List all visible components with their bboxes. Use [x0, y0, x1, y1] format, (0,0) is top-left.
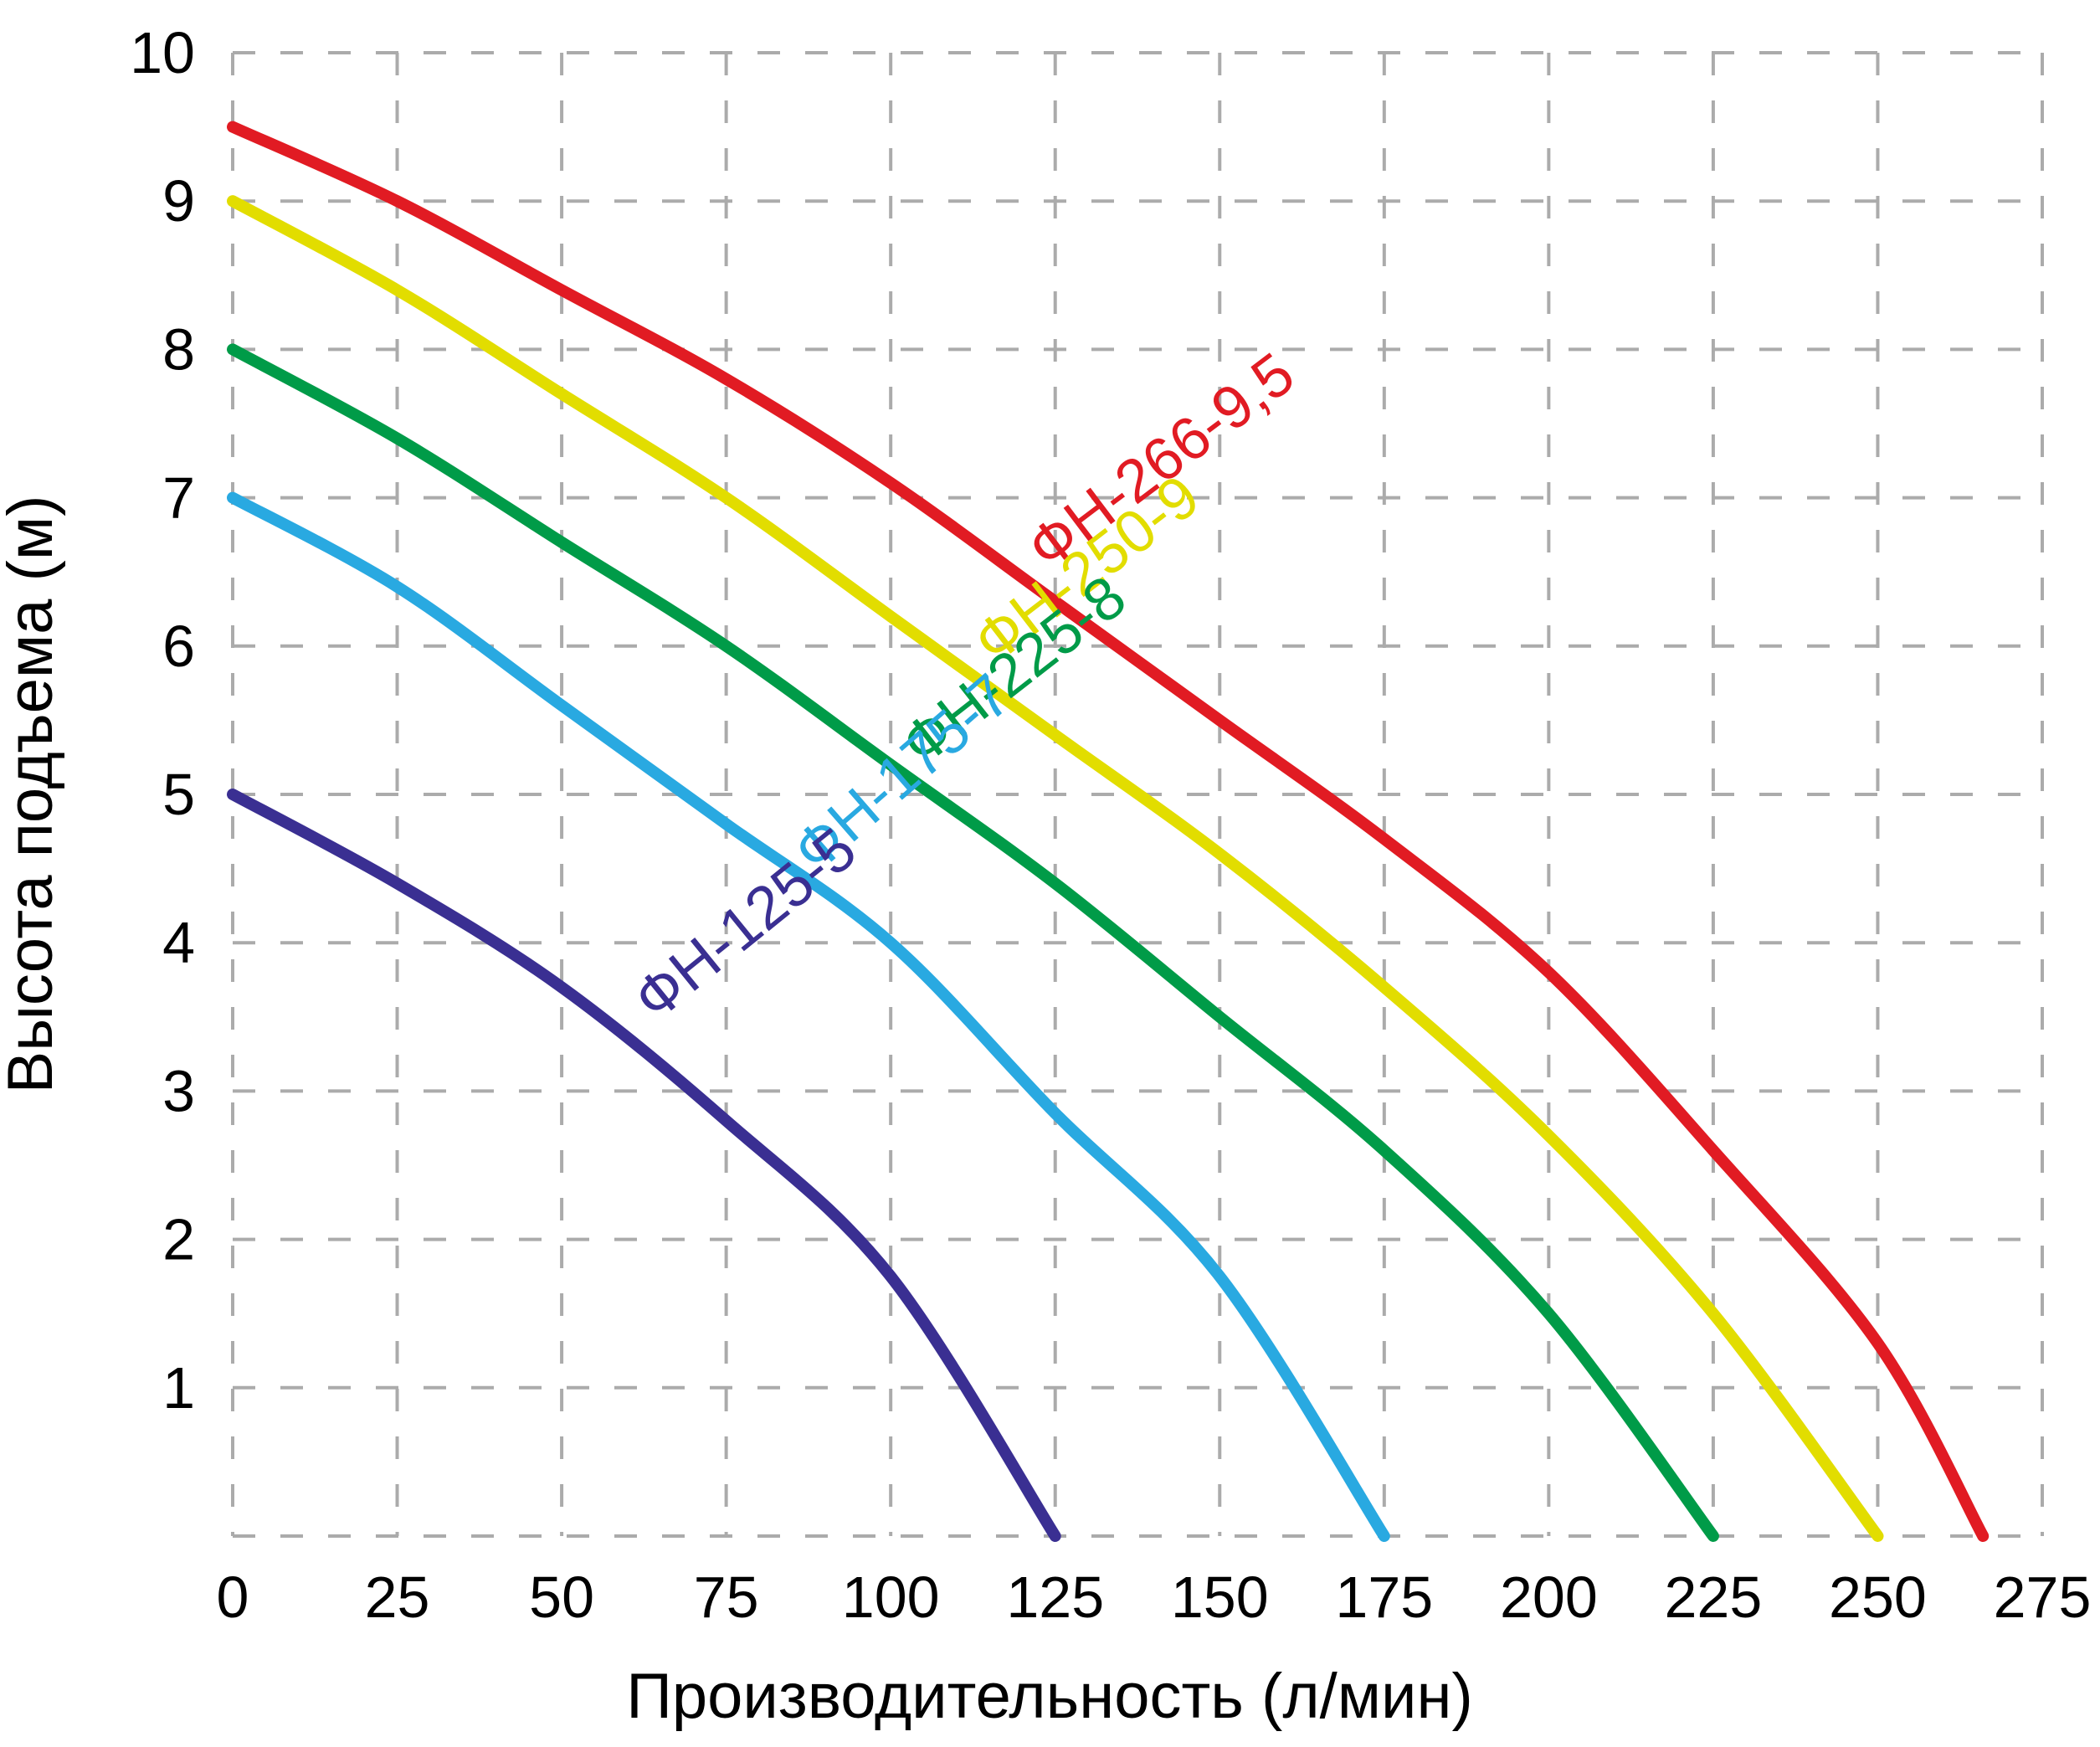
- series-label-4: ФН-125-5: [622, 815, 869, 1033]
- x-tick-label: 75: [694, 1565, 759, 1630]
- y-tick-label: 4: [162, 910, 195, 975]
- x-tick-label: 275: [1994, 1565, 2092, 1630]
- series-labels: ФН-266-9,5ФН-250-9ФН-225-8ФН-175-7ФН-125…: [622, 340, 1307, 1033]
- series-curve-1: [227, 195, 1884, 1542]
- y-axis-title: Высота подъема (м): [0, 496, 66, 1094]
- x-tick-label: 0: [217, 1565, 249, 1630]
- x-tick-label: 150: [1171, 1565, 1269, 1630]
- x-tick-label: 200: [1500, 1565, 1598, 1630]
- x-tick-label: 100: [842, 1565, 940, 1630]
- x-tick-label: 250: [1829, 1565, 1927, 1630]
- series-curves: [227, 121, 1990, 1542]
- y-tick-label: 6: [162, 614, 195, 679]
- y-tick-label: 1: [162, 1355, 195, 1421]
- series-curve-4: [227, 789, 1061, 1542]
- x-tick-label: 50: [529, 1565, 594, 1630]
- series-curve-2: [227, 343, 1719, 1542]
- y-tick-label: 7: [162, 465, 195, 531]
- y-tick-label: 8: [162, 316, 195, 382]
- x-axis-title: Производительность (л/мин): [626, 1661, 1473, 1732]
- y-tick-label: 3: [162, 1058, 195, 1123]
- series-curve-3: [227, 491, 1390, 1542]
- series-curve-0: [227, 121, 1990, 1542]
- grid: [231, 51, 2044, 1538]
- y-tick-label: 2: [162, 1207, 195, 1272]
- x-tick-label: 225: [1665, 1565, 1763, 1630]
- y-tick-label: 5: [162, 762, 195, 827]
- x-tick-label: 125: [1006, 1565, 1104, 1630]
- y-tick-label: 9: [162, 168, 195, 234]
- axis-ticks: 0 25 50 75 100 125 150 175 200 225 250 275 1 2 3 4 5 6 7 8 9…: [130, 20, 2091, 1630]
- x-tick-label: 175: [1335, 1565, 1433, 1630]
- y-tick-label: 10: [130, 20, 195, 85]
- x-tick-label: 25: [365, 1565, 430, 1630]
